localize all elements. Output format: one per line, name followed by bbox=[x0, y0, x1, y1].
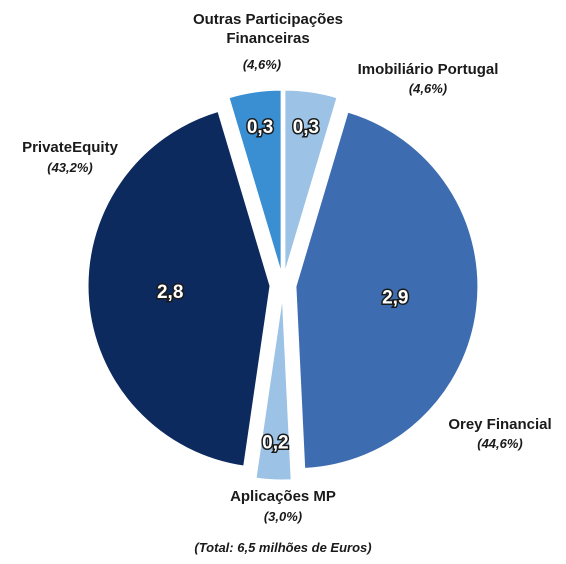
category-label: Orey Financial bbox=[448, 416, 552, 433]
pie-slice bbox=[255, 297, 292, 481]
percentage-label: (4,6%) bbox=[408, 81, 448, 96]
category-label: Aplicações MP bbox=[230, 488, 336, 505]
pie-slice bbox=[284, 89, 338, 273]
pie-slice bbox=[87, 110, 271, 467]
category-label: Imobiliário Portugal bbox=[357, 61, 499, 78]
value-label: 0,3 bbox=[247, 117, 273, 138]
percentage-label: (3,0%) bbox=[263, 509, 303, 524]
percentage-label: (44,6%) bbox=[477, 436, 523, 451]
value-label: 2,9 bbox=[382, 288, 408, 309]
category-label: PrivateEquity bbox=[22, 139, 118, 156]
value-label: 0,2 bbox=[262, 432, 288, 453]
value-label: 2,8 bbox=[157, 282, 183, 303]
footnote: (Total: 6,5 milhões de Euros) bbox=[194, 540, 372, 555]
pie-slice bbox=[228, 89, 282, 273]
pie-slice bbox=[295, 111, 479, 469]
percentage-label: (43,2%) bbox=[47, 160, 93, 175]
percentage-label: (4,6%) bbox=[242, 57, 282, 72]
value-label: 0,3 bbox=[293, 117, 319, 138]
category-label: Outras Participações Financeiras bbox=[192, 11, 344, 47]
